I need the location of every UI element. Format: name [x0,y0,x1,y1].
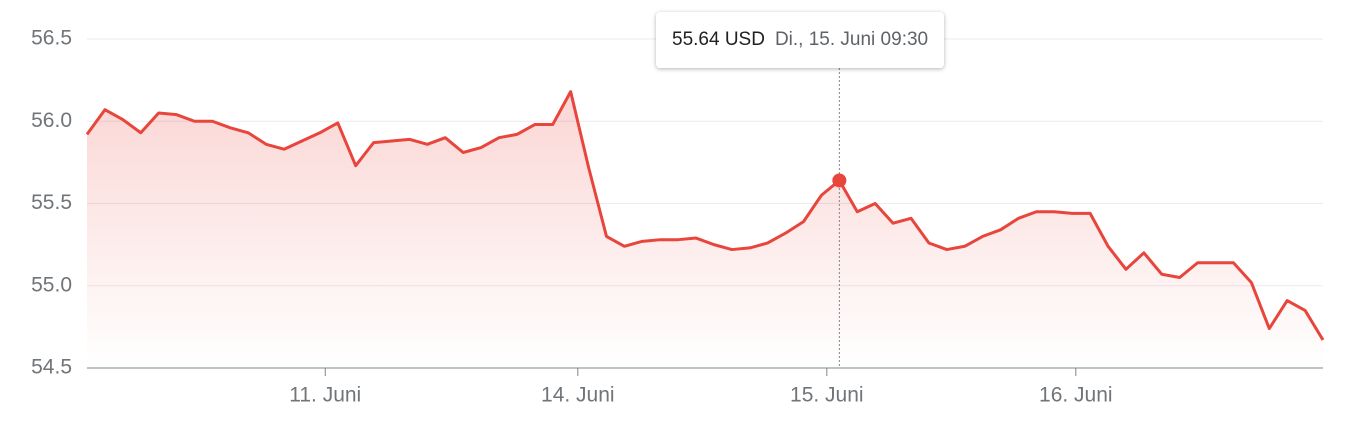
line [85,90,1325,341]
tooltip-value: 55.64 USD [672,29,765,50]
x-tick-label: 16. Juni [1039,384,1113,407]
tooltip-time: Di., 15. Juni 09:30 [774,29,929,50]
area [87,91,1323,368]
y-tick-label: 56.0 [31,109,72,132]
y-tick-label: 54.5 [31,356,72,379]
y-tick-label: 55.5 [31,191,72,214]
y-tick-label: 55.0 [31,273,72,296]
x-tick-label: 11. Juni [289,384,361,407]
hover-point [832,173,847,188]
y-tick-label: 56.5 [31,27,72,50]
x-tick-label: 15. Juni [790,384,864,407]
tooltip: 55.64 USD Di., 15. Juni 09:30 [656,12,945,68]
x-tick-label: 14. Juni [541,384,615,407]
